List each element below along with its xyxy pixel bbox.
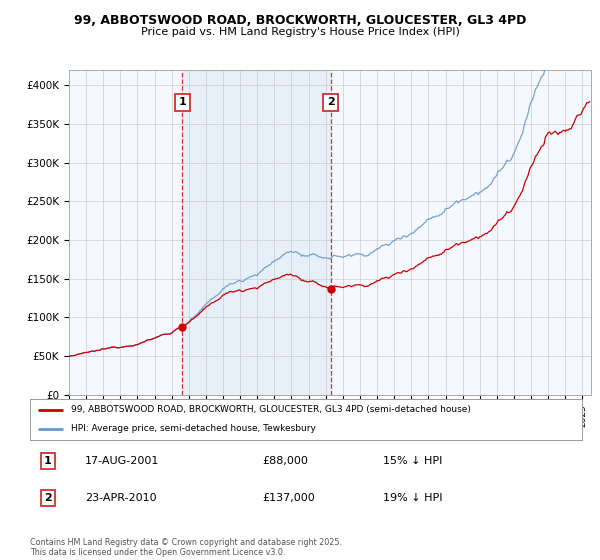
Text: 2: 2 [327, 97, 335, 108]
Bar [182, 70, 331, 395]
Text: Price paid vs. HM Land Registry's House Price Index (HPI): Price paid vs. HM Land Registry's House … [140, 27, 460, 38]
Text: 17-AUG-2001: 17-AUG-2001 [85, 456, 160, 466]
Text: 15% ↓ HPI: 15% ↓ HPI [383, 456, 443, 466]
Text: 1: 1 [44, 456, 52, 466]
Text: 99, ABBOTSWOOD ROAD, BROCKWORTH, GLOUCESTER, GL3 4PD (semi-detached house): 99, ABBOTSWOOD ROAD, BROCKWORTH, GLOUCES… [71, 405, 471, 414]
Text: 99, ABBOTSWOOD ROAD, BROCKWORTH, GLOUCESTER, GL3 4PD: 99, ABBOTSWOOD ROAD, BROCKWORTH, GLOUCES… [74, 14, 526, 27]
Text: £137,000: £137,000 [262, 493, 314, 503]
Text: HPI: Average price, semi-detached house, Tewkesbury: HPI: Average price, semi-detached house,… [71, 424, 316, 433]
Text: Contains HM Land Registry data © Crown copyright and database right 2025.
This d: Contains HM Land Registry data © Crown c… [30, 538, 342, 557]
Text: 19% ↓ HPI: 19% ↓ HPI [383, 493, 443, 503]
Text: £88,000: £88,000 [262, 456, 308, 466]
Text: 2: 2 [44, 493, 52, 503]
Text: 1: 1 [178, 97, 186, 108]
Text: 23-APR-2010: 23-APR-2010 [85, 493, 157, 503]
